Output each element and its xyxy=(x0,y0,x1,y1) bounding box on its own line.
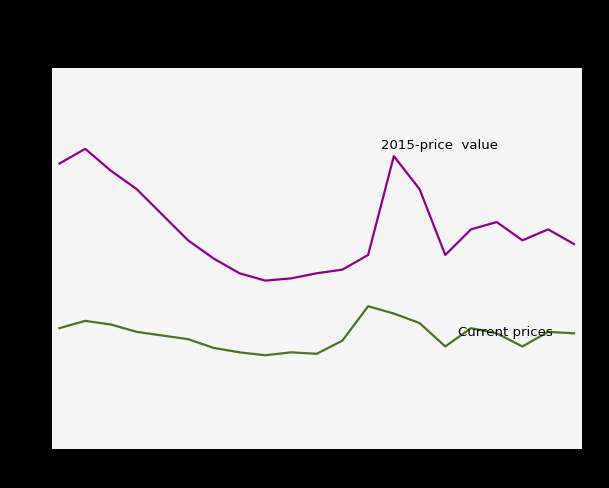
Text: 2015-price  value: 2015-price value xyxy=(381,140,498,152)
Text: Current prices: Current prices xyxy=(458,326,553,339)
